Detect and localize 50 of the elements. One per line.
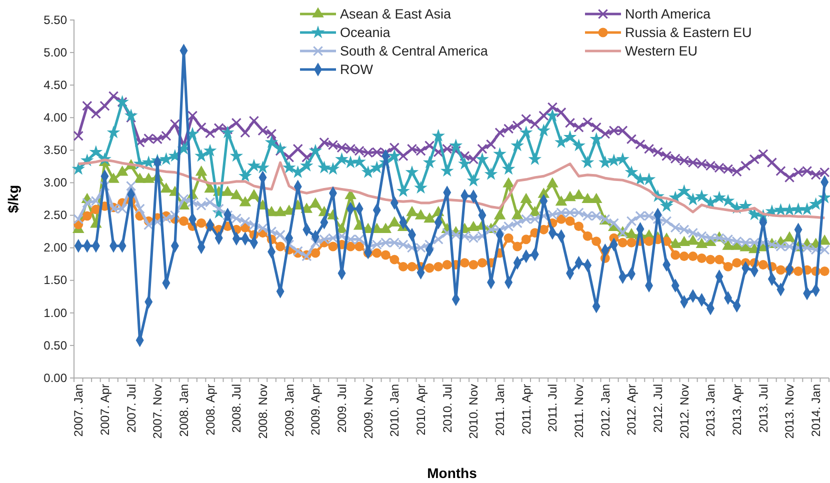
x-tick-label: 2007. Jul — [124, 384, 138, 433]
legend-label: Western EU — [625, 44, 698, 59]
y-tick-label: 4.00 — [44, 110, 68, 124]
x-tick-label: 2007. Apr — [98, 384, 112, 436]
x-tick-label: 2012. Nov — [677, 384, 692, 439]
x-tick-label: 2008. Nov — [256, 384, 270, 439]
y-tick-label: 5.50 — [44, 12, 68, 27]
y-tick-label: 4.50 — [44, 78, 68, 92]
x-tick-label: 2008. Jul — [230, 384, 244, 433]
y-tick-label: 0.50 — [44, 338, 68, 352]
legend-label: Russia & Eastern EU — [625, 25, 752, 40]
x-tick-label: 2007. Jan — [72, 384, 86, 437]
y-tick-label: 3.00 — [44, 176, 68, 190]
x-tick-label: 2012. Jan — [598, 384, 612, 437]
legend-label: Oceania — [340, 25, 391, 40]
x-tick-label: 2008. Jan — [176, 384, 191, 437]
x-tick-label: 2012. Jul — [651, 384, 666, 433]
y-tick-label: 2.50 — [44, 208, 68, 222]
y-tick-label: 5.00 — [44, 45, 68, 60]
x-tick-label: 2009. Jul — [334, 384, 349, 433]
y-tick-label: 1.50 — [44, 273, 68, 288]
x-tick-label: 2013. Jul — [756, 384, 770, 433]
x-tick-label: 2009. Nov — [361, 384, 376, 439]
x-tick-label: 2011. Nov — [572, 384, 586, 438]
x-tick-label: 2010. Jan — [388, 384, 402, 437]
x-tick-label: 2010. Nov — [466, 384, 481, 439]
legend-label: ROW — [340, 62, 374, 78]
x-tick-label: 2012. Apr — [624, 384, 639, 436]
x-tick-label: 2014. Jan — [809, 384, 824, 437]
x-tick-label: 2009. Apr — [308, 384, 323, 436]
x-tick-label: 2013. Nov — [782, 384, 797, 439]
legend-label: Asean & East Asia — [340, 6, 452, 22]
x-tick-label: 2011. Apr — [519, 384, 534, 434]
x-tick-label: 2013. Apr — [730, 384, 744, 436]
x-tick-label: 2008. Apr — [203, 384, 218, 436]
legend-label: North America — [625, 6, 712, 22]
x-tick-label: 2011. Jan — [492, 384, 507, 436]
x-tick-label: 2013. Jan — [704, 384, 718, 437]
x-tick-label: 2009. Jan — [282, 384, 296, 437]
y-tick-label: 2.00 — [44, 240, 68, 255]
x-tick-label: 2011. Jul — [546, 384, 560, 432]
y-tick-label: 0.00 — [44, 370, 68, 385]
x-tick-label: 2010. Apr — [414, 384, 428, 436]
y-tick-label: 3.50 — [44, 143, 68, 158]
y-tick-label: 1.00 — [44, 306, 68, 320]
y-axis-title: $/kg — [5, 184, 21, 214]
x-axis-title: Months — [427, 465, 478, 481]
x-tick-label: 2007. Nov — [150, 384, 165, 439]
legend-label: South & Central America — [340, 44, 488, 59]
x-tick-label: 2010. Jul — [440, 384, 454, 433]
